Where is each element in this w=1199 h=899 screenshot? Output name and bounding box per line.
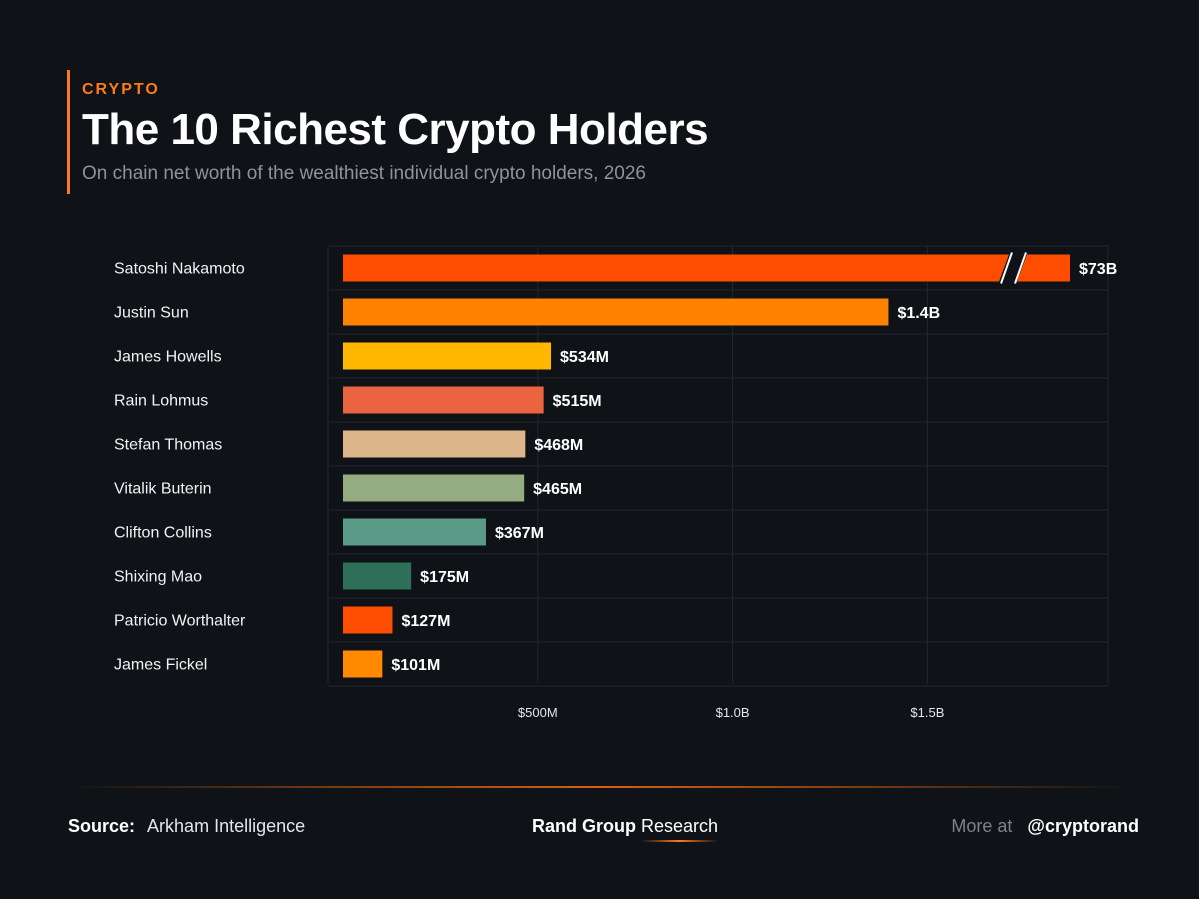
- category-label: Shixing Mao: [114, 569, 202, 586]
- header: CRYPTO The 10 Richest Crypto Holders On …: [67, 70, 709, 194]
- axis-break-mark: [1000, 252, 1013, 284]
- brand-suffix-text: Research: [641, 816, 719, 836]
- data-label: $515M: [553, 393, 602, 410]
- chart-subtitle: On chain net worth of the wealthiest ind…: [82, 163, 646, 184]
- category-label: Patricio Worthalter: [114, 613, 246, 630]
- bar-continuation: [1017, 254, 1070, 282]
- social-credit: More at @cryptorand: [951, 816, 1139, 837]
- x-tick-label: $1.0B: [716, 705, 750, 720]
- brand-name: Rand Group: [532, 816, 636, 836]
- bar: [343, 650, 383, 678]
- brand-suffix: Research: [641, 816, 719, 842]
- source-value: Arkham Intelligence: [147, 816, 306, 836]
- bar: [343, 342, 552, 370]
- bar: [343, 430, 526, 458]
- bar: [343, 254, 1009, 282]
- x-tick-label: $1.5B: [910, 705, 944, 720]
- more-label: More at: [951, 816, 1013, 836]
- brand: Rand Group Research: [532, 816, 719, 842]
- category-label: CRYPTO: [82, 81, 160, 98]
- bar: [343, 562, 412, 590]
- footer-divider: [68, 786, 1132, 788]
- data-label: $175M: [420, 569, 469, 586]
- category-label: James Fickel: [114, 657, 207, 674]
- axis-break-mark: [1014, 252, 1027, 284]
- data-label: $127M: [401, 613, 450, 630]
- bar: [343, 606, 393, 634]
- social-handle-link[interactable]: @cryptorand: [1027, 816, 1139, 836]
- data-label: $534M: [560, 349, 609, 366]
- category-label: Justin Sun: [114, 305, 189, 322]
- source-credit: Source: Arkham Intelligence: [68, 816, 305, 837]
- category-label: Rain Lohmus: [114, 393, 208, 410]
- data-label: $367M: [495, 525, 544, 542]
- chart-title: The 10 Richest Crypto Holders: [82, 105, 709, 154]
- data-label: $73B: [1079, 261, 1117, 278]
- data-label: $101M: [391, 657, 440, 674]
- data-label: $1.4B: [897, 305, 940, 322]
- brand-underline: [641, 840, 719, 842]
- bar: [343, 386, 544, 414]
- category-label: James Howells: [114, 349, 222, 366]
- data-label: $465M: [533, 481, 582, 498]
- category-label: Satoshi Nakamoto: [114, 261, 245, 278]
- bar: [343, 298, 889, 326]
- bar: [343, 474, 525, 502]
- bar: [343, 518, 486, 546]
- data-label: $468M: [534, 437, 583, 454]
- category-label: Stefan Thomas: [114, 437, 222, 454]
- bar-chart: $500M $1.0B $1.5B Satoshi Nakamoto $73B Justi…: [114, 245, 1117, 720]
- x-tick-label: $500M: [518, 705, 558, 720]
- source-label: Source:: [68, 816, 136, 836]
- category-label: Clifton Collins: [114, 525, 212, 542]
- category-label: Vitalik Buterin: [114, 481, 212, 498]
